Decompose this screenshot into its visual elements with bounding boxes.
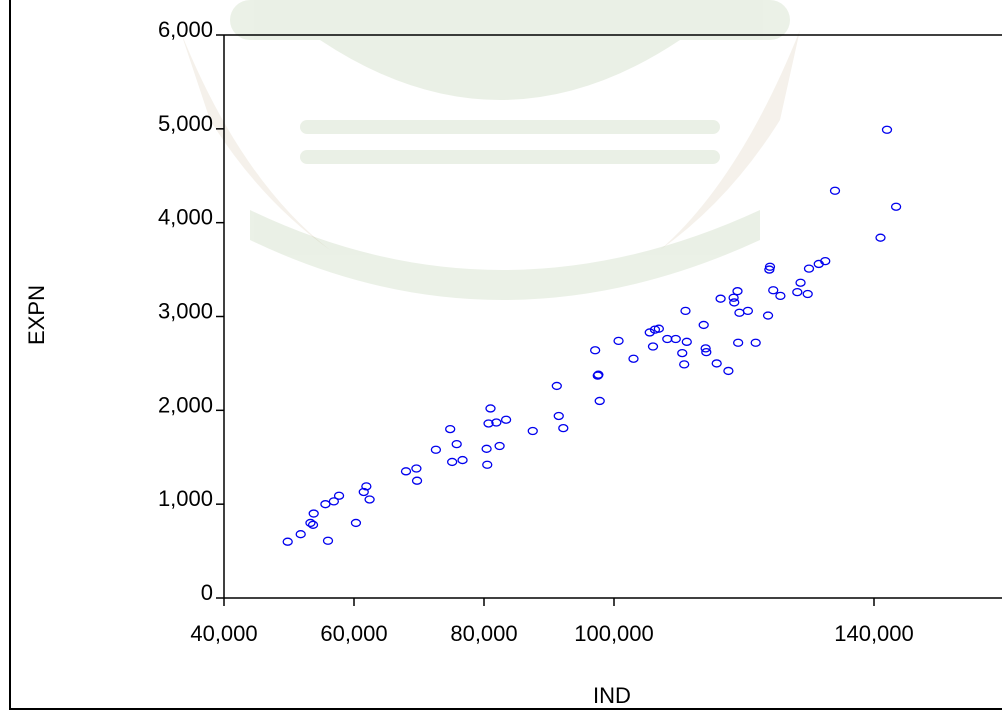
data-point xyxy=(803,264,815,273)
data-point xyxy=(653,324,664,333)
data-point xyxy=(750,338,761,347)
data-point xyxy=(677,348,688,358)
data-point xyxy=(358,487,369,497)
data-point xyxy=(792,287,803,297)
y-tick-label: 3,000 xyxy=(158,299,213,324)
data-points xyxy=(282,125,902,546)
x-axis-label: IND xyxy=(593,683,631,706)
data-point xyxy=(762,311,774,320)
data-point xyxy=(679,360,690,369)
data-point xyxy=(494,441,505,451)
data-point xyxy=(305,518,316,528)
data-point xyxy=(715,294,726,303)
x-tick-label: 100,000 xyxy=(574,621,654,646)
data-point xyxy=(700,344,711,353)
x-axis-ticks: 40,000 60,000 80,000 100,000 140,000 xyxy=(190,598,914,646)
data-point xyxy=(485,404,496,413)
data-point xyxy=(282,537,293,546)
data-point xyxy=(361,482,372,491)
data-point xyxy=(457,455,468,465)
data-point xyxy=(795,278,806,287)
data-point xyxy=(481,444,492,453)
data-point xyxy=(500,415,512,424)
data-point xyxy=(483,419,494,428)
data-point xyxy=(802,289,813,299)
data-point xyxy=(295,530,306,539)
data-point xyxy=(732,287,743,296)
data-point xyxy=(733,338,744,347)
data-point xyxy=(662,334,673,344)
data-point xyxy=(829,186,841,195)
data-point xyxy=(451,439,462,449)
x-tick-label: 40,000 xyxy=(190,621,257,646)
data-point xyxy=(723,366,734,376)
y-tick-label: 0 xyxy=(201,580,213,605)
data-point xyxy=(320,500,331,509)
data-point xyxy=(644,328,655,337)
data-point xyxy=(328,497,340,506)
data-point xyxy=(350,518,362,528)
y-tick-label: 5,000 xyxy=(158,111,213,136)
data-point xyxy=(681,337,692,346)
y-tick-label: 4,000 xyxy=(158,205,213,230)
data-point xyxy=(333,491,345,500)
data-point xyxy=(594,396,605,406)
data-point xyxy=(698,320,709,330)
data-point xyxy=(590,346,601,355)
data-point xyxy=(307,520,319,529)
data-point xyxy=(701,348,712,357)
data-point xyxy=(729,298,740,307)
data-point xyxy=(593,370,604,379)
data-point xyxy=(364,495,375,504)
data-point xyxy=(322,536,334,545)
data-point xyxy=(400,467,412,476)
data-point xyxy=(670,334,681,344)
data-point xyxy=(680,306,691,316)
y-tick-label: 2,000 xyxy=(158,392,213,417)
data-point xyxy=(728,293,739,302)
data-point xyxy=(558,424,569,433)
x-tick-label: 80,000 xyxy=(450,621,517,646)
data-point xyxy=(527,426,538,436)
data-point xyxy=(764,265,775,274)
data-point xyxy=(446,457,458,467)
y-axis-label: EXPN xyxy=(24,285,49,345)
data-point xyxy=(734,308,745,317)
data-point xyxy=(613,336,624,346)
data-point xyxy=(430,445,442,454)
data-point xyxy=(742,306,754,316)
x-tick-label: 60,000 xyxy=(320,621,387,646)
data-point xyxy=(628,354,639,363)
y-tick-label: 6,000 xyxy=(158,17,213,42)
data-point xyxy=(711,359,722,368)
y-axis-ticks: 0 1,000 2,000 3,000 4,000 5,000 6,000 xyxy=(158,17,224,605)
data-point xyxy=(764,262,776,271)
data-point xyxy=(551,381,562,391)
data-point xyxy=(553,411,564,421)
data-point xyxy=(768,286,779,295)
data-point xyxy=(775,291,786,301)
data-point xyxy=(647,342,659,351)
data-point xyxy=(820,256,831,266)
data-point xyxy=(875,233,886,242)
y-tick-label: 1,000 xyxy=(158,486,213,511)
data-point xyxy=(881,125,893,134)
data-point xyxy=(890,202,902,211)
data-point xyxy=(491,418,502,427)
data-point xyxy=(445,424,456,434)
data-point xyxy=(308,509,319,518)
data-point xyxy=(411,476,423,485)
x-tick-label: 140,000 xyxy=(834,621,914,646)
data-point xyxy=(482,460,493,469)
data-point xyxy=(411,464,422,473)
